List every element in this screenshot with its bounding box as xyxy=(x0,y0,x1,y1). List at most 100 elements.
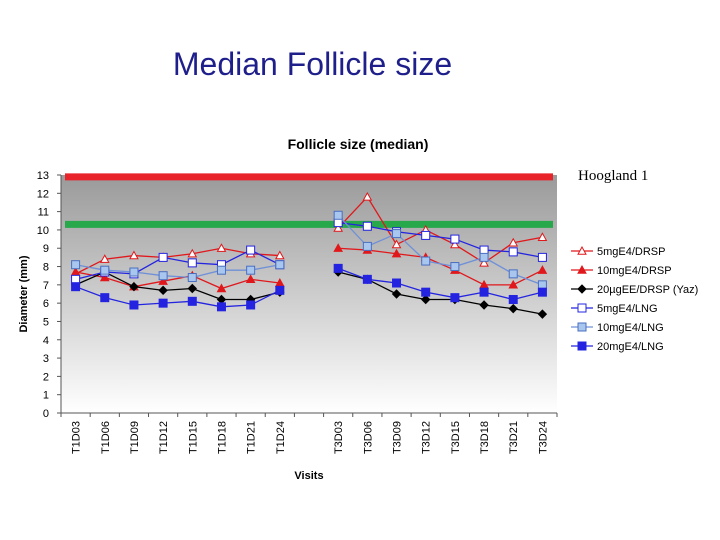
legend-label: 20µgEE/DRSP (Yaz) xyxy=(597,284,698,296)
y-tick-label: 7 xyxy=(43,280,49,292)
data-point xyxy=(158,298,168,308)
series-5mgE4/LNG xyxy=(71,218,547,284)
data-point xyxy=(420,294,431,305)
data-point xyxy=(450,262,460,272)
data-point xyxy=(479,300,489,310)
x-tick-label: T3D03 xyxy=(333,421,345,454)
data-point xyxy=(537,232,548,241)
data-point xyxy=(362,221,372,231)
data-point xyxy=(450,293,460,303)
data-point xyxy=(99,254,110,263)
data-point xyxy=(333,243,344,252)
data-point xyxy=(479,245,489,255)
y-tick-label: 10 xyxy=(37,225,49,237)
data-point xyxy=(421,256,431,266)
data-point xyxy=(158,252,168,262)
x-tick-label: T3D21 xyxy=(508,421,520,454)
chart-title: Follicle size (median) xyxy=(288,136,429,152)
data-point xyxy=(479,287,489,297)
data-point xyxy=(537,265,548,274)
data-point xyxy=(362,274,372,284)
y-tick-label: 13 xyxy=(37,170,49,182)
x-tick-label: T1D15 xyxy=(187,421,199,454)
data-point xyxy=(187,258,197,268)
y-tick-label: 9 xyxy=(43,243,49,255)
data-point xyxy=(275,260,285,270)
data-point xyxy=(187,283,198,294)
data-point xyxy=(537,287,547,297)
data-point xyxy=(577,341,587,351)
data-point xyxy=(537,309,548,319)
x-tick-label: T1D06 xyxy=(100,421,112,454)
series-line xyxy=(75,264,280,279)
y-tick-label: 4 xyxy=(43,335,49,347)
data-point xyxy=(450,239,460,249)
data-point xyxy=(187,273,197,283)
series-line xyxy=(75,286,281,308)
data-point xyxy=(479,252,489,262)
data-point xyxy=(362,241,372,251)
legend-label: 5mgE4/LNG xyxy=(597,303,658,315)
x-tick-label: T3D06 xyxy=(362,421,374,454)
series-line xyxy=(338,221,543,259)
x-tick-label: T1D12 xyxy=(158,421,170,454)
data-point xyxy=(246,245,256,255)
data-point xyxy=(421,287,431,297)
series-line xyxy=(338,271,543,315)
data-point xyxy=(508,294,518,304)
data-point xyxy=(187,296,197,306)
data-point xyxy=(577,264,587,274)
y-tick-label: 0 xyxy=(43,408,49,420)
data-point xyxy=(508,279,519,289)
data-point xyxy=(158,276,168,285)
data-point xyxy=(479,257,489,267)
data-point xyxy=(100,265,110,275)
data-point xyxy=(158,271,168,281)
x-tick-label: T3D12 xyxy=(421,421,433,454)
series-line xyxy=(337,214,543,286)
data-point xyxy=(71,282,81,292)
data-point xyxy=(508,303,518,314)
legend-label: 5mgE4/DRSP xyxy=(597,246,665,258)
x-tick-label: T1D09 xyxy=(129,421,141,454)
data-point xyxy=(421,230,431,240)
x-tick-label: T1D18 xyxy=(216,421,228,454)
data-point xyxy=(392,229,402,239)
data-point xyxy=(577,322,587,332)
y-axis-label: Diameter (mm) xyxy=(18,255,30,332)
side-note: Hoogland 1 xyxy=(578,168,649,184)
y-tick-label: 12 xyxy=(37,188,49,200)
legend-label: 20mgE4/LNG xyxy=(597,341,664,353)
y-tick-label: 11 xyxy=(38,207,49,219)
series-line xyxy=(337,267,543,301)
data-point xyxy=(275,285,285,295)
x-tick-label: T1D21 xyxy=(246,421,258,454)
y-tick-label: 6 xyxy=(43,298,49,310)
data-point xyxy=(577,303,587,313)
data-point xyxy=(246,300,256,310)
y-tick-label: 2 xyxy=(43,371,49,383)
data-point xyxy=(450,234,460,244)
x-tick-label: T3D15 xyxy=(450,421,462,454)
legend-label: 10mgE4/LNG xyxy=(597,322,664,334)
data-point xyxy=(187,248,198,258)
legend-label: 10mgE4/DRSP xyxy=(597,265,672,277)
data-point xyxy=(274,250,285,260)
data-point xyxy=(392,278,402,288)
data-point xyxy=(71,274,81,284)
data-point xyxy=(508,247,518,257)
data-point xyxy=(577,245,587,255)
data-point xyxy=(362,191,373,201)
data-point xyxy=(129,300,139,310)
series-20mgE4/LNG xyxy=(71,263,547,312)
x-tick-label: T3D24 xyxy=(537,421,549,454)
data-point xyxy=(391,289,402,299)
x-tick-label: T1D03 xyxy=(71,421,83,454)
series-line xyxy=(75,271,280,290)
data-point xyxy=(100,293,110,303)
data-point xyxy=(246,265,256,275)
slide-title: Median Follicle size xyxy=(172,46,453,82)
data-point xyxy=(216,302,226,312)
data-point xyxy=(129,281,139,292)
